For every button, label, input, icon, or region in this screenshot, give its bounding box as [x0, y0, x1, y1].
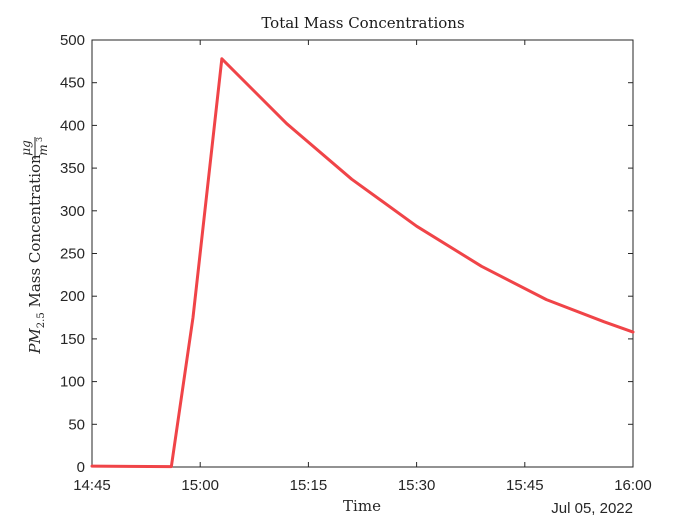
y-tick-label: 450	[60, 75, 85, 92]
x-axis-label: Time	[343, 497, 381, 515]
y-tick-label: 150	[60, 331, 85, 348]
y-unit-denominator: m	[36, 144, 50, 155]
y-axis-label: PM2.5 Mass Concentration	[26, 154, 47, 355]
svg-text:PM2.5 Mass Concentration: PM2.5 Mass Concentration	[26, 154, 47, 355]
y-tick-label: 0	[77, 459, 85, 476]
series-line-0	[90, 57, 635, 469]
y-label-subscript: 2.5	[36, 312, 47, 328]
y-tick-label: 300	[60, 203, 85, 220]
y-tick-label: 500	[60, 32, 85, 49]
y-tick-label: 50	[68, 416, 85, 433]
x-tick-label: 14:45	[73, 477, 111, 494]
y-label-text: Mass Concentration	[26, 154, 44, 312]
y-tick-label: 400	[60, 117, 85, 134]
x-tick-label: 16:00	[614, 477, 652, 494]
series-layer	[90, 57, 635, 469]
x-tick-label: 15:00	[181, 477, 219, 494]
chart-title: Total Mass Concentrations	[261, 14, 464, 32]
plot-area-frame	[91, 39, 634, 468]
y-label-prefix: PM	[26, 328, 44, 355]
axis-ticks: 0 50 100 150 200 250 300 350 400 450 500 14:45 15:00…	[60, 32, 652, 494]
x-tick-label: 15:15	[290, 477, 328, 494]
date-label: Jul 05, 2022	[551, 500, 633, 517]
y-tick-label: 100	[60, 374, 85, 391]
y-unit-numerator: μg	[19, 140, 33, 156]
x-tick-label: 15:45	[506, 477, 544, 494]
y-tick-label: 350	[60, 160, 85, 177]
y-unit-exponent: 3	[35, 137, 44, 142]
y-axis-unit: μg m 3	[19, 137, 50, 159]
x-tick-label: 15:30	[398, 477, 436, 494]
y-tick-label: 250	[60, 246, 85, 263]
y-tick-label: 200	[60, 288, 85, 305]
